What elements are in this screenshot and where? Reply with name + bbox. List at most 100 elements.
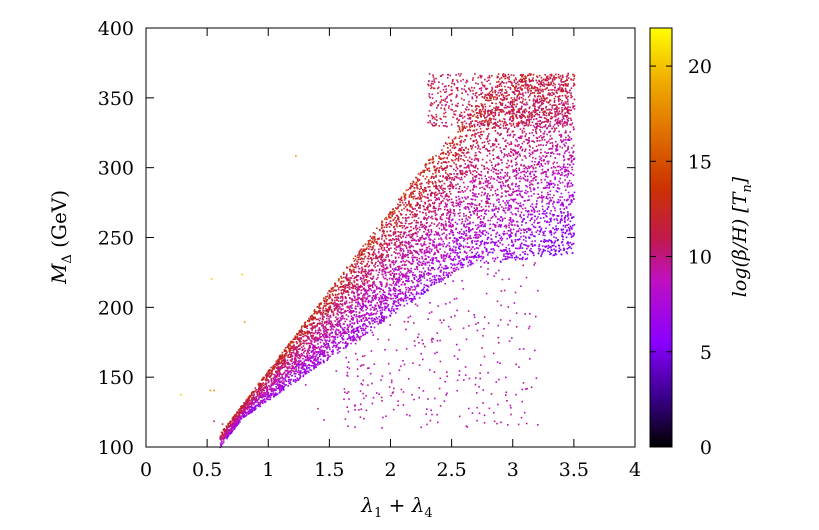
data-point [516, 189, 518, 192]
data-point [523, 125, 526, 127]
data-point [490, 234, 492, 236]
data-point [570, 200, 572, 202]
data-point [366, 293, 369, 295]
data-point [337, 311, 339, 313]
data-point [445, 234, 448, 236]
data-point [523, 178, 525, 180]
data-point [424, 212, 427, 214]
data-point [348, 288, 351, 290]
data-point [266, 386, 269, 388]
data-point [562, 90, 565, 93]
data-point [400, 196, 403, 198]
data-point [311, 324, 313, 326]
data-point [552, 215, 555, 217]
data-point [535, 203, 538, 206]
data-point [310, 360, 312, 362]
data-point [378, 248, 380, 250]
data-point [570, 236, 573, 238]
data-point [445, 198, 448, 201]
data-point [297, 361, 300, 364]
data-point [496, 173, 498, 175]
data-point [362, 245, 365, 247]
data-point [295, 370, 297, 372]
data-point [434, 214, 437, 217]
data-point [459, 231, 461, 233]
data-point [357, 330, 360, 332]
data-point [410, 194, 412, 196]
data-point [540, 163, 543, 165]
data-point [505, 181, 507, 183]
data-point [442, 200, 444, 202]
data-point [393, 268, 396, 270]
data-point [549, 125, 552, 127]
data-point [393, 277, 395, 279]
data-point [352, 257, 355, 260]
data-point [266, 372, 268, 375]
data-point [275, 374, 278, 377]
data-point [452, 212, 455, 214]
data-point [541, 245, 544, 247]
data-point [545, 175, 548, 177]
data-point [375, 261, 377, 264]
data-point [526, 142, 529, 145]
data-point [557, 198, 560, 201]
data-point [519, 190, 522, 193]
data-point [395, 281, 398, 284]
data-point [494, 190, 497, 192]
data-point [550, 219, 552, 221]
data-point [283, 354, 285, 356]
data-point [547, 250, 549, 253]
data-point [479, 231, 481, 233]
data-point [433, 202, 435, 205]
data-point [537, 186, 539, 189]
data-point [442, 268, 445, 270]
data-point [512, 122, 515, 125]
data-point [497, 169, 500, 172]
data-point [332, 339, 335, 341]
data-point [377, 323, 379, 325]
data-point [413, 219, 415, 222]
data-point [389, 223, 392, 225]
data-point [415, 220, 418, 222]
data-point [406, 280, 409, 282]
data-point [323, 331, 325, 333]
data-point [568, 91, 570, 94]
data-point [270, 366, 272, 369]
data-point [555, 190, 558, 192]
data-point [470, 260, 472, 262]
data-point [521, 220, 524, 222]
data-point [359, 258, 361, 261]
data-point [324, 297, 327, 300]
data-point [321, 353, 323, 355]
data-point [405, 277, 408, 279]
data-point [532, 245, 534, 247]
data-point [453, 168, 455, 171]
data-point [410, 185, 412, 187]
data-point [554, 112, 557, 115]
data-point [478, 204, 481, 207]
data-point [517, 190, 520, 192]
data-point [356, 288, 359, 291]
data-point [331, 302, 334, 304]
data-point [531, 223, 533, 226]
data-point [459, 244, 462, 246]
data-point [425, 163, 428, 166]
data-point [332, 311, 335, 313]
data-point [545, 215, 547, 217]
data-point [297, 345, 300, 348]
data-point [421, 226, 423, 228]
data-point [555, 218, 558, 220]
data-point [434, 278, 437, 281]
data-point [390, 312, 393, 315]
data-point [419, 204, 421, 207]
data-point [390, 212, 392, 214]
data-point [378, 244, 381, 246]
data-point [369, 308, 372, 311]
data-point [442, 279, 444, 281]
data-point [440, 165, 442, 168]
data-point [414, 287, 417, 289]
data-point [371, 297, 374, 300]
data-point [477, 144, 479, 147]
data-point [259, 394, 261, 397]
data-point [289, 351, 291, 354]
